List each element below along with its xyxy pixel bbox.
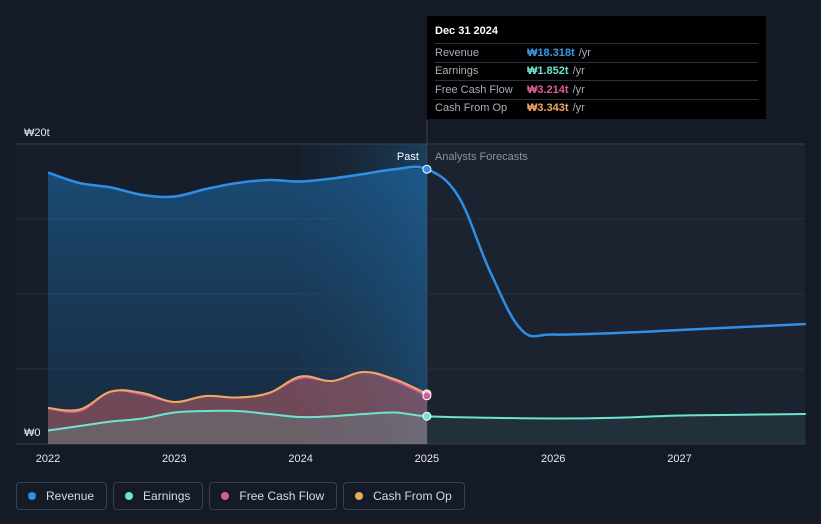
legend-label: Free Cash Flow (239, 489, 325, 503)
tooltip-value: ₩1.852t (527, 65, 569, 78)
free-cash-flow-area (48, 372, 427, 444)
earnings-marker (422, 411, 432, 421)
tooltip-unit: /yr (578, 46, 591, 59)
legend-label: Revenue (46, 489, 95, 503)
x-tick-label: 2023 (162, 453, 186, 465)
legend-dot-icon (28, 492, 36, 500)
tooltip-row-cash-from-op: Cash From Op ₩3.343t /yr (435, 98, 758, 118)
y-axis-bottom-label: ₩0 (24, 427, 41, 439)
cash-from-op-line (47, 370, 428, 412)
tooltip-value: ₩3.214t (527, 83, 569, 96)
revenue-marker (422, 164, 432, 174)
legend-dot-icon (125, 492, 134, 500)
legend-label: Cash From Op (373, 489, 452, 503)
free-cash-flow-marker (422, 391, 432, 401)
tooltip-label: Revenue (435, 46, 480, 59)
legend-dot-icon (221, 492, 230, 500)
tooltip-label: Free Cash Flow (435, 83, 513, 96)
chart-plot: ₩20t ₩0 Past Analysts Forecasts 2022 2023 2024… (16, 120, 806, 465)
forecast-label: Analysts Forecasts (435, 151, 528, 163)
chart-legend: Revenue Earnings Free Cash Flow Cash Fro… (16, 482, 465, 510)
x-tick-label: 2027 (667, 453, 691, 465)
tooltip-label: Cash From Op (435, 102, 508, 115)
x-tick-label: 2024 (288, 453, 312, 465)
revenue-area (48, 168, 427, 445)
tooltip-label: Earnings (435, 65, 479, 78)
legend-label: Earnings (143, 489, 191, 503)
legend-item-free-cash-flow[interactable]: Free Cash Flow (209, 482, 338, 510)
earnings-forecast-area (426, 414, 806, 444)
tooltip-value: ₩3.343t (527, 102, 569, 115)
tooltip-date: Dec 31 2024 (435, 25, 498, 37)
earnings-line (47, 409, 806, 432)
y-axis-top-label: ₩20t (24, 127, 50, 139)
tooltip-unit: /yr (572, 65, 585, 78)
past-label: Past (397, 151, 419, 163)
legend-item-revenue[interactable]: Revenue (16, 482, 108, 510)
legend-item-cash-from-op[interactable]: Cash From Op (343, 482, 465, 510)
tooltip-value: ₩18.318t (527, 46, 575, 59)
legend-item-earnings[interactable]: Earnings (113, 482, 204, 510)
tooltip-row-revenue: Revenue ₩18.318t /yr (435, 43, 758, 62)
tooltip-unit: /yr (572, 83, 585, 96)
tooltip-panel: Dec 31 2024 Revenue ₩18.318t /yr Earning… (427, 16, 766, 119)
x-tick-label: 2026 (541, 453, 565, 465)
cash-from-op-area (48, 371, 427, 444)
revenue-line (47, 165, 806, 338)
tooltip-unit: /yr (572, 102, 585, 115)
tooltip-row-free-cash-flow: Free Cash Flow ₩3.214t /yr (435, 80, 758, 99)
x-tick-label: 2025 (415, 453, 439, 465)
tooltip-row-earnings: Earnings ₩1.852t /yr (435, 61, 758, 81)
x-tick-label: 2022 (36, 453, 60, 465)
legend-dot-icon (355, 492, 364, 500)
